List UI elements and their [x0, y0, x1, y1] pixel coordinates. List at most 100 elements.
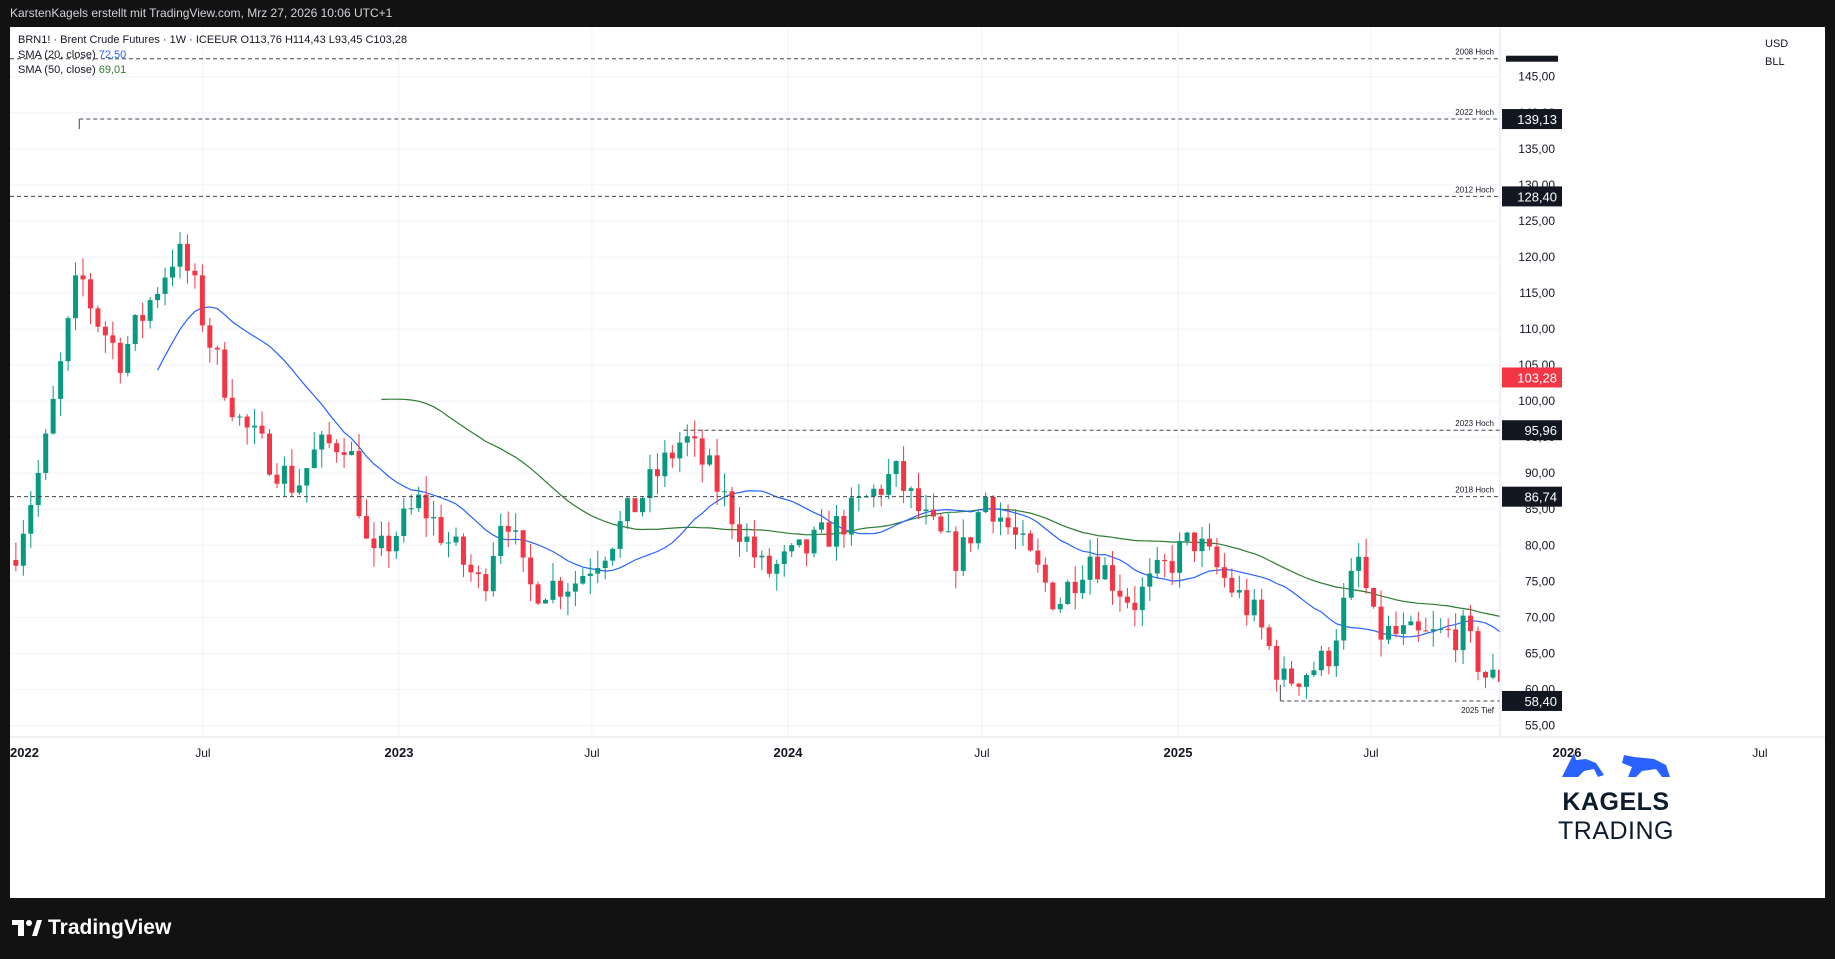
candle-body	[901, 461, 907, 491]
candle	[945, 513, 951, 533]
tradingview-logo[interactable]: TradingView	[12, 916, 171, 940]
legend-sma20[interactable]: SMA (20, close) 72,50	[18, 48, 407, 63]
candle-body	[289, 465, 295, 493]
price-axis[interactable]: 55,0060,0065,0070,0075,0080,0085,0090,00…	[1499, 27, 1825, 737]
time-tick-label: 2022	[10, 745, 39, 760]
candle	[871, 484, 877, 508]
price-tick-label: 145,00	[1518, 70, 1555, 84]
candle-body	[184, 243, 190, 271]
candle	[595, 550, 601, 584]
candle	[983, 492, 989, 514]
candle-body	[811, 529, 817, 554]
price-tick-label: 80,00	[1525, 538, 1555, 552]
candle	[938, 513, 944, 534]
price-tick-label: 100,00	[1518, 394, 1555, 408]
candle	[140, 302, 146, 339]
candle	[1027, 530, 1033, 552]
candle-body	[580, 576, 586, 584]
candle-body	[475, 572, 481, 575]
currency-block[interactable]: USD BLL	[1765, 35, 1788, 71]
tradingview-logo-text: TradingView	[48, 916, 172, 939]
candle-body	[170, 266, 176, 278]
legend-sma50-value: 69,01	[98, 64, 127, 76]
candle	[498, 513, 504, 565]
candle-body	[662, 452, 668, 477]
candle-body	[73, 275, 79, 319]
candle-body	[1184, 532, 1190, 542]
price-tick-label: 75,00	[1525, 574, 1555, 588]
candle	[833, 504, 839, 561]
candle	[662, 440, 668, 487]
candle	[1341, 583, 1347, 650]
candle	[95, 305, 101, 333]
chart-frame[interactable]: 2008 Hoch 2022 Hoch 2012 Hoch 2023 Hoch 2018…	[10, 27, 1825, 898]
time-tick-label: Jul	[195, 746, 210, 760]
candle	[304, 468, 310, 503]
candle	[953, 526, 959, 589]
candle-body	[1132, 602, 1138, 611]
candle	[774, 559, 780, 591]
candle-body	[140, 315, 146, 321]
candle-body	[930, 509, 936, 517]
candle-body	[252, 425, 258, 428]
candle	[610, 547, 616, 566]
candle-body	[244, 416, 250, 428]
candle	[781, 545, 787, 577]
candle-body	[654, 469, 660, 477]
candle	[625, 496, 631, 529]
sma20-line	[157, 306, 1500, 638]
candle-body	[640, 498, 646, 513]
candle	[1154, 546, 1160, 579]
price-tick-label: 120,00	[1518, 250, 1555, 264]
price-tick-label: 110,00	[1519, 322, 1555, 336]
candle-body	[528, 557, 534, 585]
candle-body	[1415, 621, 1421, 631]
candle-body	[1408, 621, 1414, 626]
candle	[684, 424, 690, 457]
plot-area[interactable]	[13, 231, 1659, 707]
candle	[252, 409, 258, 445]
candle	[960, 519, 966, 577]
candle-body	[117, 342, 123, 373]
unit-label: BLL	[1765, 56, 1785, 68]
candle	[1348, 558, 1354, 600]
price-chart[interactable]: 2008 Hoch 2022 Hoch 2012 Hoch 2023 Hoch 2018…	[10, 27, 1825, 898]
candle	[990, 495, 996, 534]
candle	[1423, 617, 1429, 632]
candle	[1468, 604, 1474, 643]
legend-sma20-label: SMA (20, close)	[18, 49, 96, 61]
candle	[1274, 639, 1280, 692]
level-label: 2023 Hoch	[1455, 419, 1494, 428]
candle-body	[341, 452, 347, 455]
candle-body	[1199, 538, 1205, 552]
candle-body	[356, 451, 362, 517]
legend-sma50[interactable]: SMA (50, close) 69,01	[18, 63, 407, 78]
candle-body	[916, 488, 922, 511]
candle-body	[1482, 671, 1488, 678]
candle-body	[1162, 559, 1168, 562]
candle-body	[95, 308, 101, 327]
candle-body	[1154, 559, 1160, 574]
candle-body	[610, 548, 616, 561]
candle	[1177, 532, 1183, 588]
candle	[1266, 624, 1272, 650]
grid	[10, 27, 1761, 737]
candle-body	[110, 335, 116, 343]
candle-body	[1497, 669, 1500, 682]
candle	[729, 486, 735, 540]
candle	[744, 523, 750, 552]
candle-body	[1095, 556, 1101, 580]
candle-body	[1072, 581, 1078, 594]
candle-body	[1430, 629, 1436, 631]
price-tick-label: 55,00	[1525, 718, 1555, 732]
time-tick-label: 2024	[774, 745, 804, 760]
time-axis[interactable]: 2022Jul2023Jul2024Jul2025Jul2026Jul2027J…	[10, 736, 1825, 760]
candle	[714, 438, 720, 505]
candle	[1065, 579, 1071, 605]
last-price-label: 103,28	[1517, 370, 1557, 385]
time-tick-label: Jul	[584, 746, 599, 760]
candle-body	[975, 512, 981, 544]
candle	[1087, 539, 1093, 595]
candle-body	[759, 555, 765, 558]
candle-body	[632, 498, 638, 513]
